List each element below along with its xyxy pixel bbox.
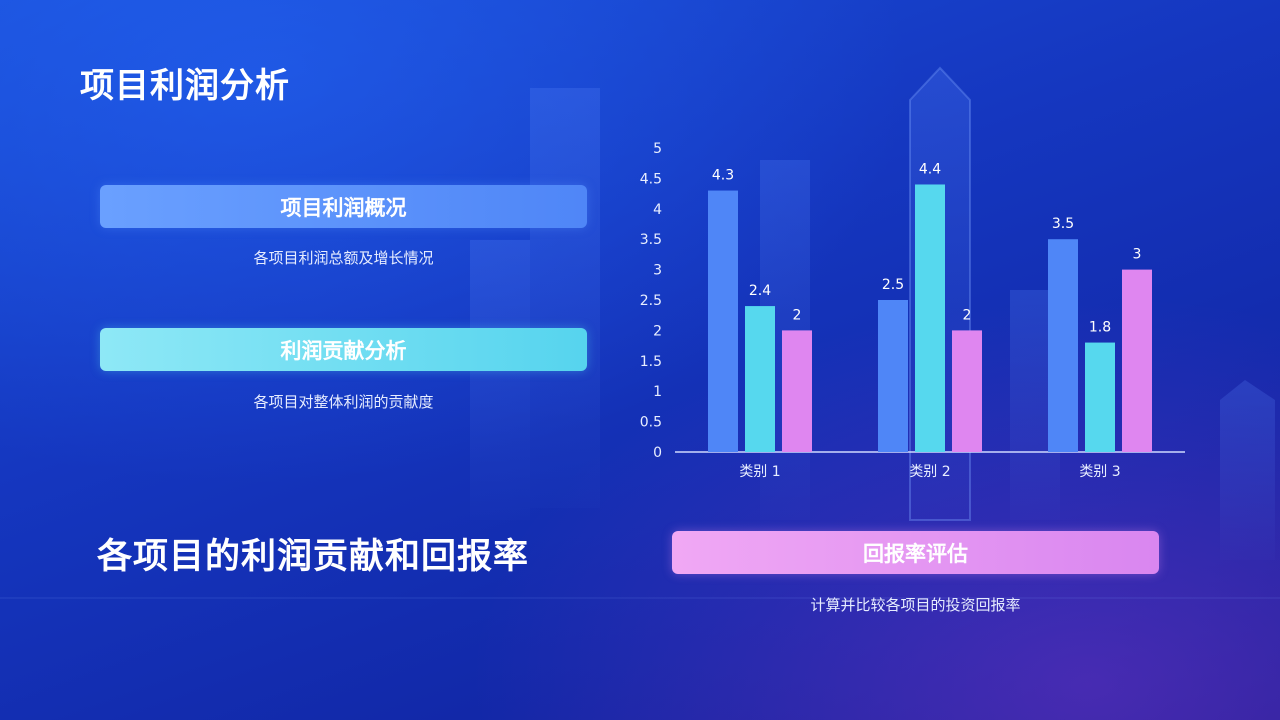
bar-data-label: 2.4 [749, 283, 771, 299]
card-profit-overview: 项目利润概况 [100, 185, 587, 228]
y-tick-label: 4.5 [640, 171, 662, 187]
section-heading: 各项目的利润贡献和回报率 [97, 537, 530, 577]
bar-chart: 0 0.5 1 1.5 2 2.5 3 3.5 4 4.5 5 4.3 2.4 2 类别 1 2.5 4.4 2 类… [640, 141, 1185, 480]
y-tick-label: 1 [653, 384, 662, 400]
card-roi-evaluation: 回报率评估 [672, 531, 1159, 574]
bar [952, 330, 982, 452]
bar [915, 184, 945, 453]
bar-data-label: 2 [793, 307, 802, 323]
bar [782, 330, 812, 452]
card-profit-contribution-label: 利润贡献分析 [280, 338, 407, 363]
bar [745, 306, 775, 452]
x-tick-label: 类别 3 [1079, 464, 1120, 480]
bar-data-label: 3.5 [1052, 216, 1074, 232]
card-roi-evaluation-desc: 计算并比较各项目的投资回报率 [810, 596, 1021, 614]
bar-data-label: 2.5 [882, 277, 904, 293]
bar-data-label: 3 [1133, 247, 1142, 263]
bar-data-label: 4.3 [712, 168, 734, 184]
card-profit-overview-desc: 各项目利润总额及增长情况 [253, 249, 434, 267]
y-tick-label: 3 [653, 263, 662, 279]
y-tick-label: 2.5 [640, 293, 662, 309]
page-title: 项目利润分析 [80, 66, 290, 106]
bar-data-label: 4.4 [919, 161, 941, 177]
y-tick-label: 4 [653, 202, 662, 218]
bar [1085, 342, 1115, 452]
y-tick-label: 0 [653, 445, 662, 461]
card-roi-evaluation-label: 回报率评估 [863, 541, 968, 566]
bar [708, 190, 738, 452]
bar [878, 300, 908, 452]
x-tick-label: 类别 1 [739, 464, 780, 480]
bar-data-label: 2 [963, 307, 972, 323]
y-tick-label: 3.5 [640, 232, 662, 248]
card-profit-contribution: 利润贡献分析 [100, 328, 587, 371]
y-tick-label: 0.5 [640, 415, 662, 431]
y-tick-label: 2 [653, 323, 662, 339]
card-profit-contribution-desc: 各项目对整体利润的贡献度 [253, 393, 434, 411]
bar-data-label: 1.8 [1089, 320, 1111, 336]
x-tick-label: 类别 2 [909, 464, 950, 480]
y-tick-label: 1.5 [640, 354, 662, 370]
y-tick-label: 5 [653, 141, 662, 157]
bar [1122, 269, 1152, 452]
bar [1048, 239, 1078, 452]
card-profit-overview-label: 项目利润概况 [280, 195, 407, 220]
